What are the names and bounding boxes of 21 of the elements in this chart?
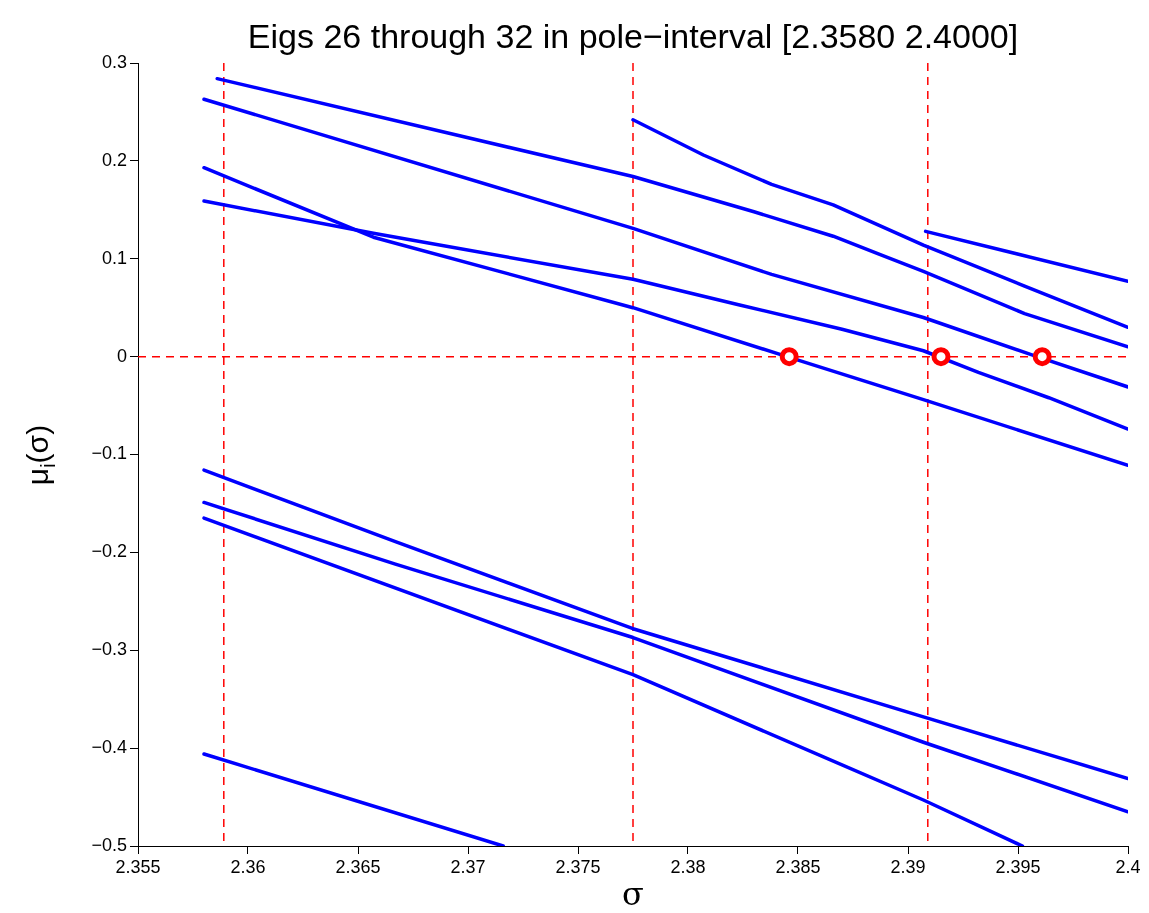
y-tick-label: −0.2 [91,541,127,562]
y-tick-label: 0 [116,345,127,366]
y-tick-label: 0.1 [101,247,127,268]
x-tick-label: 2.365 [335,856,381,877]
chart-title: Eigs 26 through 32 in pole−interval [2.3580 2.4000] [247,17,1019,55]
y-tick-label: 0.2 [101,149,127,170]
y-tick-label: −0.1 [91,443,127,464]
x-tick-label: 2.38 [670,856,706,877]
y-tick-label: −0.4 [91,737,127,758]
y-tick-label: −0.3 [91,639,127,660]
x-tick-label: 2.385 [775,856,821,877]
x-tick-label: 2.4 [1115,856,1141,877]
x-tick-label: 2.395 [995,856,1041,877]
x-tick-label: 2.39 [890,856,926,877]
x-tick-label: 2.37 [450,856,486,877]
y-tick-label: −0.5 [91,834,127,855]
x-tick-label: 2.375 [555,856,601,877]
x-tick-label: 2.36 [230,856,266,877]
y-tick-label: 0.3 [101,51,127,72]
x-tick-label: 2.355 [115,856,161,877]
x-axis-title: σ [622,875,644,913]
